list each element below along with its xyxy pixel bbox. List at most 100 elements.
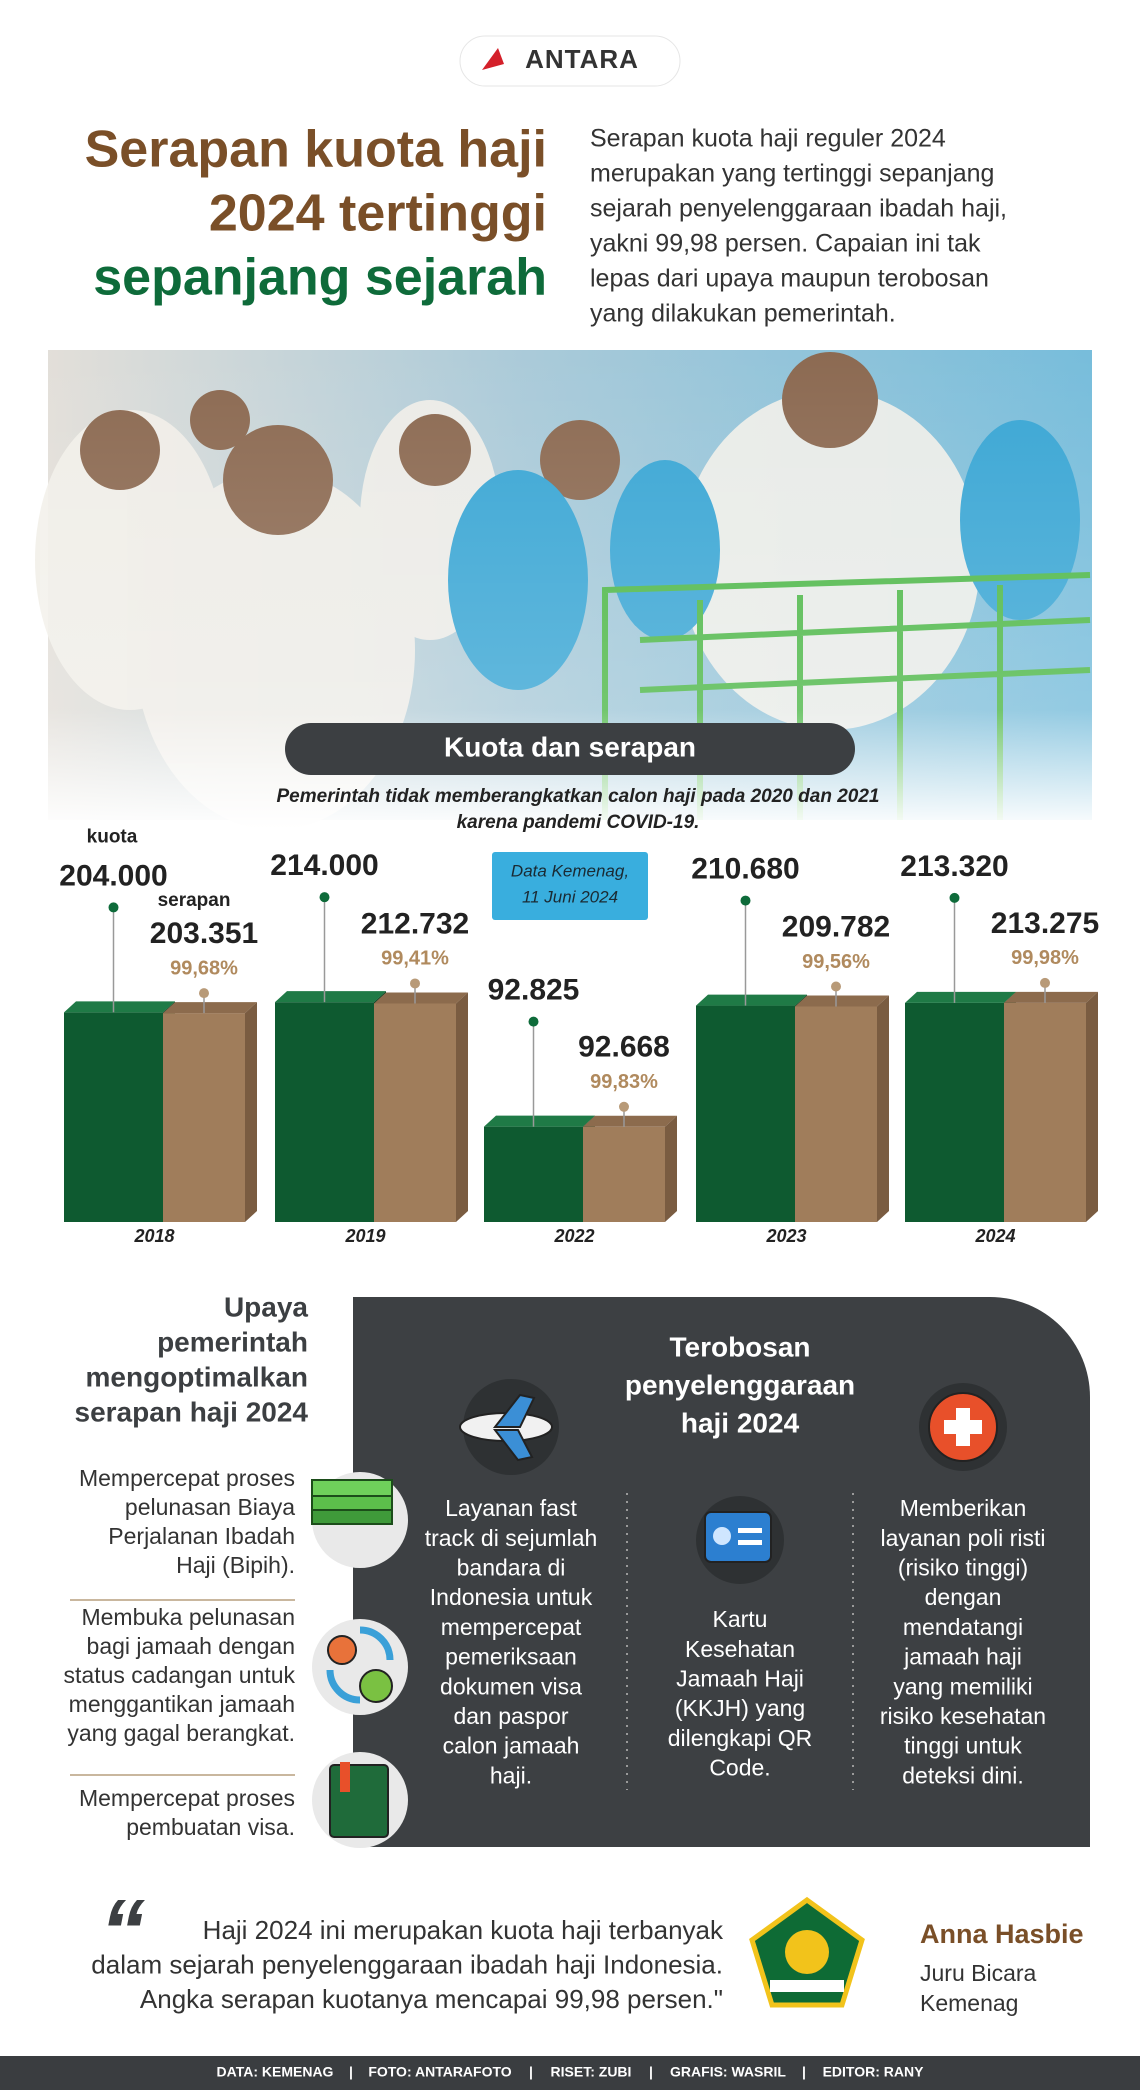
breakthrough-line: dengan [925,1584,1002,1610]
breakthrough-line: tinggi untuk [904,1733,1022,1759]
breakthrough-line: Memberikan [900,1495,1027,1521]
emblem [749,1896,865,2008]
effort-line: pembuatan visa. [126,1814,295,1840]
leader-dot [619,1101,629,1112]
intro-line: lepas dari upaya maupun terobosan [590,265,989,293]
x-tick-label: 2024 [974,1226,1015,1246]
plane-icon [459,1379,559,1475]
intro-line: sejarah penyelenggaraan ibadah haji, [590,195,1007,223]
breakthrough-line: layanan poli risti [881,1525,1046,1551]
photo [35,350,1100,830]
breakthrough-line: mendatangi [903,1614,1023,1640]
quote-line: Angka serapan kuotanya mencapai 99,98 pe… [140,1984,723,2014]
column-dividers [626,1493,854,1790]
bar [795,1006,877,1222]
bar-top [64,1001,175,1013]
percentage-label: 99,98% [1011,947,1079,969]
bar [696,1005,795,1222]
bar-side [877,995,889,1222]
value-label: 213.275 [991,907,1099,940]
breakthrough-line: dan paspor [453,1703,568,1729]
logo-text: ANTARA [525,44,639,74]
bar-top [484,1115,595,1127]
card-icon [696,1496,784,1584]
footer-credit: FOTO: ANTARAFOTO [368,2064,511,2080]
breakthrough-title: penyelenggaraan [625,1369,855,1400]
quote-line: dalam sejarah penyelenggaraan ibadah haj… [91,1949,723,1979]
chart-title: Kuota dan serapan [444,731,696,762]
value-label: 209.782 [782,910,890,943]
source-box [492,852,648,920]
breakthrough-line: bandara di [457,1554,566,1580]
svg-text:|: | [529,2064,533,2080]
footer-credit: EDITOR: RANY [823,2064,925,2080]
money-icon [311,1472,408,1568]
effort-line: Perjalanan Ibadah [108,1523,295,1549]
percentage-label: 99,41% [381,948,449,970]
value-label: 203.351 [150,917,258,950]
effort-line: Membuka pelunasan [81,1604,295,1630]
effort-line: status cadangan untuk [64,1662,296,1688]
title-line: 2024 tertinggi [209,185,547,243]
breakthrough-line: Indonesia untuk [430,1584,593,1610]
passport-icon [312,1752,408,1848]
intro-line: Serapan kuota haji reguler 2024 [590,125,946,153]
effort-line: Haji (Bipih). [176,1552,295,1578]
breakthrough-line: Layanan fast [445,1495,577,1521]
svg-text:|: | [649,2064,653,2080]
exchange-icon [312,1619,408,1715]
logo-pill [459,35,681,87]
efforts-title: serapan haji 2024 [75,1396,309,1427]
efforts-title: mengoptimalkan [86,1361,308,1392]
breakthrough-line: (risiko tinggi) [898,1554,1028,1580]
leader-dot [740,895,751,906]
bar-top [163,1002,257,1014]
breakthrough-line: deteksi dini. [902,1762,1023,1788]
footer-band [0,2056,1140,2090]
breakthrough-line: Kartu [713,1606,768,1632]
svg-text:|: | [802,2064,806,2080]
leader-dot [1040,977,1050,988]
bar [64,1012,163,1222]
percentage-label: 99,83% [590,1071,658,1093]
effort-line: Mempercepat proses [79,1785,295,1811]
x-tick-label: 2018 [133,1226,174,1246]
percentage-label: 99,68% [170,957,238,979]
efforts-title: Upaya [224,1291,308,1322]
value-label: 214.000 [270,849,378,882]
leader-dot [528,1016,539,1027]
effort-line: yang gagal berangkat. [67,1720,295,1746]
title-line: sepanjang sejarah [93,249,547,307]
title-line: Serapan kuota haji [85,121,547,179]
effort-line: Mempercepat proses [79,1465,295,1491]
bar-top [905,991,1016,1003]
breakthrough-line: Kesehatan [685,1636,795,1662]
bar [484,1126,583,1222]
x-tick-label: 2023 [765,1226,806,1246]
breakthrough-title: Terobosan [669,1331,810,1362]
effort-line: pelunasan Biaya [125,1494,295,1520]
footer-separators: | | | | [349,2064,806,2080]
bar [1004,1002,1086,1222]
breakthrough-line: Jamaah Haji [676,1665,804,1691]
intro-line: yang dilakukan pemerintah. [590,300,896,328]
percentage-label: 99,56% [802,951,870,973]
efforts-title: pemerintah [157,1326,308,1357]
breakthrough-line: (KKJH) yang [675,1695,805,1721]
chart-note: karena pandemi COVID-19. [457,812,700,833]
svg-text:|: | [349,2064,353,2080]
bar-top [1004,991,1098,1003]
bar-side [245,1002,257,1222]
bar [905,1002,1004,1222]
chart-note: Pemerintah tidak memberangkatkan calon h… [277,786,880,807]
leader-dot [108,902,119,913]
footer-credit: GRAFIS: WASRIL [670,2064,786,2080]
breakthrough-line: haji. [490,1762,532,1788]
leader-dot [831,981,841,992]
quote-line: Haji 2024 ini merupakan kuota haji terba… [203,1915,724,1945]
effort-dividers [70,1599,295,1776]
breakthrough-line: jamaah haji [903,1644,1022,1670]
value-label: 213.320 [900,850,1008,883]
value-label: 92.825 [488,974,580,1007]
